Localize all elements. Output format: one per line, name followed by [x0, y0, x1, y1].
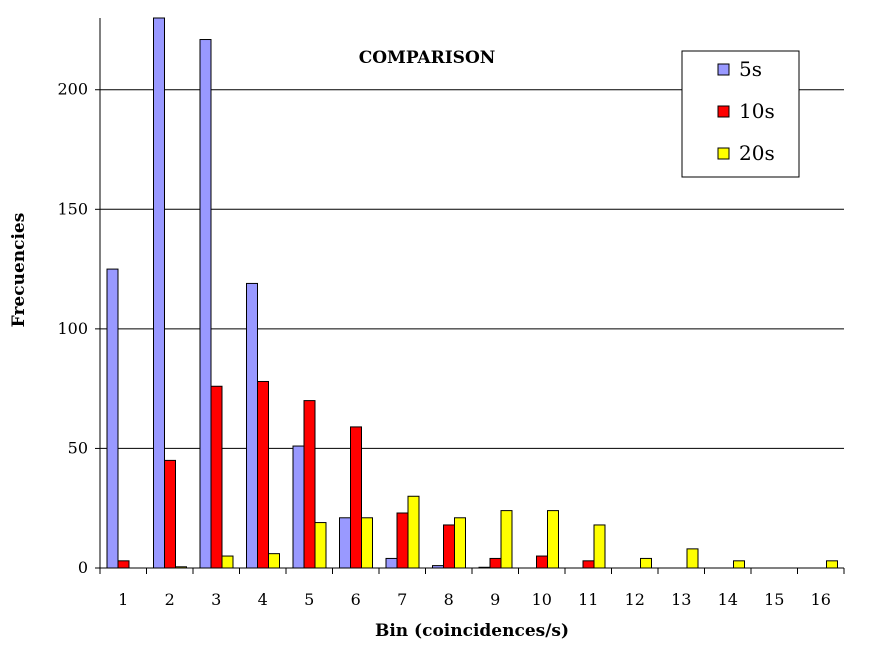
bar-20s-bin-5 [314, 522, 327, 569]
bar-5s-bin-7 [385, 557, 398, 569]
bar-10s-bin-9 [489, 557, 502, 569]
bar-20s-bin-9 [500, 510, 513, 569]
bar-10s-bin-4 [257, 380, 269, 569]
x-tick-label-2: 2 [165, 590, 175, 609]
x-tick-labels: 1 2 3 4 5 6 7 8 9 10 11 12 13 14 15 16 [118, 590, 831, 609]
bar-20s-bin-14 [733, 560, 745, 569]
x-tick-label-4: 4 [258, 590, 268, 609]
y-tick-label-100: 100 [57, 319, 88, 338]
bar-5s-bin-6 [339, 517, 351, 569]
bar-5s-bin-2 [153, 17, 165, 569]
legend: 5s 10s 20s [681, 50, 800, 178]
bar-5s-bin-4 [246, 282, 258, 569]
bar-5s-bin-1 [106, 268, 119, 569]
bar-10s-bin-11 [582, 560, 595, 569]
legend-swatch-10s [717, 105, 730, 118]
legend-swatch-20s [717, 147, 730, 160]
bar-5s-bin-3 [199, 39, 212, 569]
bar-20s-bin-12 [640, 557, 652, 569]
x-tick-label-6: 6 [351, 590, 361, 609]
x-tick-label-9: 9 [490, 590, 500, 609]
bar-10s-bin-10 [536, 555, 548, 569]
bar-20s-bin-6 [361, 517, 373, 569]
x-tick-label-3: 3 [211, 590, 221, 609]
x-tick-label-11: 11 [578, 590, 598, 609]
bar-20s-bin-4 [268, 553, 280, 569]
bar-20s-bin-3 [221, 555, 234, 569]
x-tick-label-16: 16 [811, 590, 831, 609]
bar-20s-bin-7 [407, 495, 420, 569]
bar-20s-bin-10 [547, 510, 559, 569]
legend-box [681, 50, 800, 178]
x-tick-label-14: 14 [718, 590, 738, 609]
x-axis-label: Bin (coincidences/s) [375, 621, 569, 641]
bar-10s-bin-8 [443, 524, 455, 569]
axes [95, 18, 845, 574]
y-tick-label-0: 0 [78, 558, 88, 577]
x-tick-label-13: 13 [671, 590, 691, 609]
bar-10s-bin-1 [117, 560, 130, 569]
legend-label-5s: 5s [739, 57, 762, 81]
bar-10s-bin-7 [396, 512, 409, 569]
y-tick-label-150: 150 [57, 199, 88, 218]
legend-swatch-5s [717, 63, 730, 76]
y-axis-label: Frecuencies [9, 213, 29, 328]
bar-20s-bin-16 [826, 560, 838, 569]
y-tick-labels: 0 50 100 150 200 [57, 80, 88, 577]
x-tick-label-12: 12 [625, 590, 645, 609]
x-tick-label-7: 7 [397, 590, 407, 609]
legend-label-10s: 10s [739, 99, 775, 123]
chart-title: COMPARISON [359, 48, 496, 68]
bar-20s-bin-11 [593, 524, 606, 569]
x-tick-label-10: 10 [532, 590, 552, 609]
x-tick-label-1: 1 [118, 590, 128, 609]
bar-10s-bin-2 [164, 459, 176, 569]
bar-10s-bin-6 [350, 426, 362, 569]
y-tick-label-50: 50 [68, 438, 88, 457]
x-tick-label-5: 5 [304, 590, 314, 609]
y-tick-label-200: 200 [57, 80, 88, 99]
bar-5s-bin-5 [292, 445, 305, 569]
bar-10s-bin-3 [210, 385, 223, 569]
x-tick-label-15: 15 [764, 590, 784, 609]
x-tick-label-8: 8 [444, 590, 454, 609]
bar-20s-bin-13 [686, 548, 699, 569]
legend-label-20s: 20s [739, 141, 775, 165]
bar-20s-bin-8 [454, 517, 466, 569]
bar-10s-bin-5 [303, 400, 316, 569]
